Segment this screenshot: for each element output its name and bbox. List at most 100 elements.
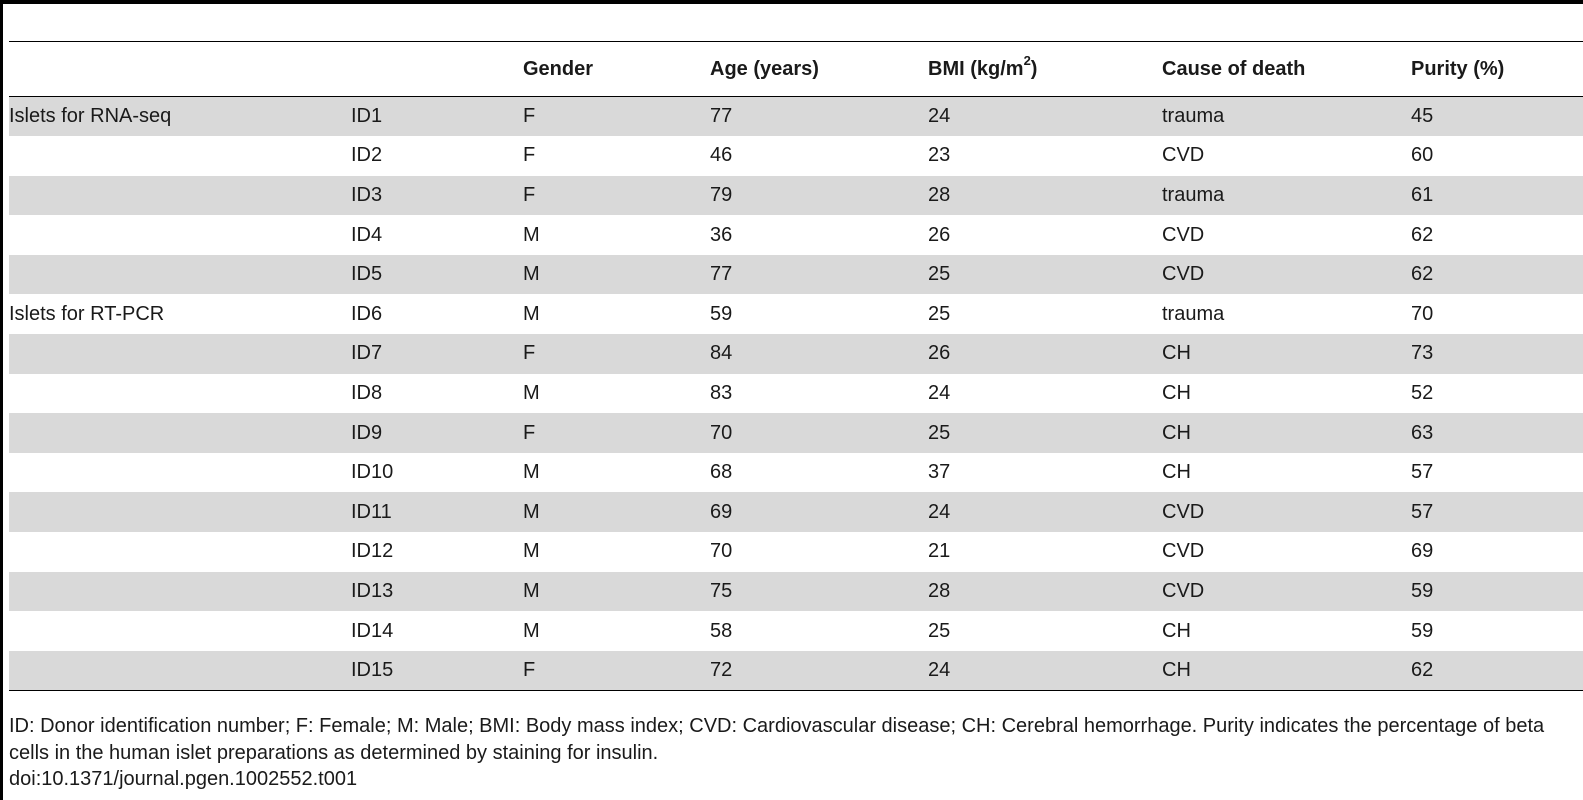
cell-purity: 61 <box>1411 175 1583 216</box>
cell-group <box>9 650 351 691</box>
cell-group <box>9 136 351 176</box>
table-row: ID14 M 58 25 CH 59 <box>9 611 1583 651</box>
table-row: Islets for RNA-seq ID1 F 77 24 trauma 45 <box>9 96 1583 137</box>
cell-cause: CVD <box>1162 254 1411 295</box>
cell-age: 77 <box>710 96 928 137</box>
cell-age: 58 <box>710 619 733 642</box>
cell-id: ID8 <box>351 381 383 404</box>
table-row: ID2 F 46 23 CVD 60 <box>9 136 1583 176</box>
table-row: ID13 M 75 28 CVD 59 <box>9 571 1583 612</box>
cell-bmi: 37 <box>928 461 951 484</box>
cell-bmi: 21 <box>928 540 951 563</box>
cell-cause: CH <box>1162 413 1411 453</box>
header-bmi-close: ) <box>1030 57 1038 80</box>
cell-id: ID1 <box>351 96 523 137</box>
cell-gender: M <box>523 254 710 295</box>
cell-id: ID13 <box>351 571 523 612</box>
cell-bmi: 25 <box>928 302 951 325</box>
table-header: Gender Age (years) BMI (kg/m2) Cause of … <box>9 41 1583 97</box>
cell-age: 46 <box>710 144 733 167</box>
header-group <box>9 41 351 97</box>
cell-gender: F <box>523 334 710 374</box>
table-row: ID7 F 84 26 CH 73 <box>9 334 1583 374</box>
cell-age: 83 <box>710 381 733 404</box>
cell-purity: 57 <box>1411 461 1434 484</box>
cell-cause: CH <box>1162 381 1191 404</box>
cell-age: 36 <box>710 223 733 246</box>
cell-bmi: 28 <box>928 571 1162 612</box>
cell-id: ID14 <box>351 619 394 642</box>
table-row: ID8 M 83 24 CH 52 <box>9 374 1583 414</box>
table-row: ID10 M 68 37 CH 57 <box>9 453 1583 493</box>
table-row: ID12 M 70 21 CVD 69 <box>9 532 1583 572</box>
cell-bmi: 26 <box>928 223 951 246</box>
cell-group <box>9 334 351 374</box>
cell-id: ID4 <box>351 223 383 246</box>
table-row: ID15 F 72 24 CH 62 <box>9 650 1583 691</box>
cell-group <box>9 453 351 493</box>
header-id <box>351 41 523 97</box>
cell-id: ID7 <box>351 334 523 374</box>
cell-gender: F <box>523 650 710 691</box>
cell-cause: CVD <box>1162 144 1205 167</box>
cell-bmi: 23 <box>928 144 951 167</box>
cell-purity: 70 <box>1411 302 1434 325</box>
cell-bmi: 25 <box>928 254 1162 295</box>
cell-gender: F <box>523 413 710 453</box>
cell-gender: F <box>523 144 536 167</box>
cell-cause: trauma <box>1162 96 1411 137</box>
cell-gender: M <box>523 381 540 404</box>
cell-cause: CVD <box>1162 571 1411 612</box>
cell-cause: CH <box>1162 461 1191 484</box>
donor-characteristics-table: Gender Age (years) BMI (kg/m2) Cause of … <box>9 41 1583 691</box>
cell-purity: 62 <box>1411 650 1583 691</box>
cell-cause: CVD <box>1162 223 1205 246</box>
cell-gender: F <box>523 175 710 216</box>
header-gender: Gender <box>523 41 710 97</box>
cell-purity: 60 <box>1411 144 1434 167</box>
cell-cause: CVD <box>1162 492 1411 533</box>
cell-cause: CH <box>1162 619 1191 642</box>
cell-gender: M <box>523 492 710 533</box>
table-row: ID9 F 70 25 CH 63 <box>9 413 1583 453</box>
cell-group <box>9 532 351 572</box>
table-row: Islets for RT-PCR ID6 M 59 25 trauma 70 <box>9 294 1583 334</box>
cell-cause: CVD <box>1162 540 1205 563</box>
cell-bmi: 24 <box>928 650 1162 691</box>
header-purity: Purity (%) <box>1411 41 1583 97</box>
cell-gender: M <box>523 223 540 246</box>
cell-cause: trauma <box>1162 302 1225 325</box>
cell-group <box>9 215 351 255</box>
cell-age: 72 <box>710 650 928 691</box>
cell-bmi: 25 <box>928 413 1162 453</box>
table-row: ID4 M 36 26 CVD 62 <box>9 215 1583 255</box>
table-body: Islets for RNA-seq ID1 F 77 24 trauma 45 ID2 F 46… <box>9 96 1583 691</box>
cell-purity: 69 <box>1411 540 1434 563</box>
cell-cause: CH <box>1162 650 1411 691</box>
cell-gender: M <box>523 619 540 642</box>
header-age: Age (years) <box>710 41 928 97</box>
cell-group <box>9 175 351 216</box>
cell-age: 68 <box>710 461 733 484</box>
cell-group <box>9 374 351 414</box>
cell-id: ID6 <box>351 302 383 325</box>
cell-group <box>9 254 351 295</box>
cell-gender: M <box>523 571 710 612</box>
cell-group: Islets for RT-PCR <box>9 302 165 325</box>
cell-age: 70 <box>710 413 928 453</box>
cell-id: ID3 <box>351 175 523 216</box>
cell-gender: M <box>523 540 540 563</box>
cell-purity: 62 <box>1411 223 1434 246</box>
cell-gender: M <box>523 302 540 325</box>
header-row: Gender Age (years) BMI (kg/m2) Cause of … <box>9 41 1583 97</box>
cell-bmi: 28 <box>928 175 1162 216</box>
doi-link[interactable]: doi:10.1371/journal.pgen.1002552.t001 <box>9 768 358 790</box>
cell-group <box>9 492 351 533</box>
table-row: ID5 M 77 25 CVD 62 <box>9 254 1583 295</box>
cell-bmi: 24 <box>928 492 1162 533</box>
cell-purity: 62 <box>1411 254 1583 295</box>
cell-gender: M <box>523 461 540 484</box>
top-rule <box>0 0 1583 4</box>
cell-age: 70 <box>710 540 733 563</box>
cell-id: ID2 <box>351 144 383 167</box>
